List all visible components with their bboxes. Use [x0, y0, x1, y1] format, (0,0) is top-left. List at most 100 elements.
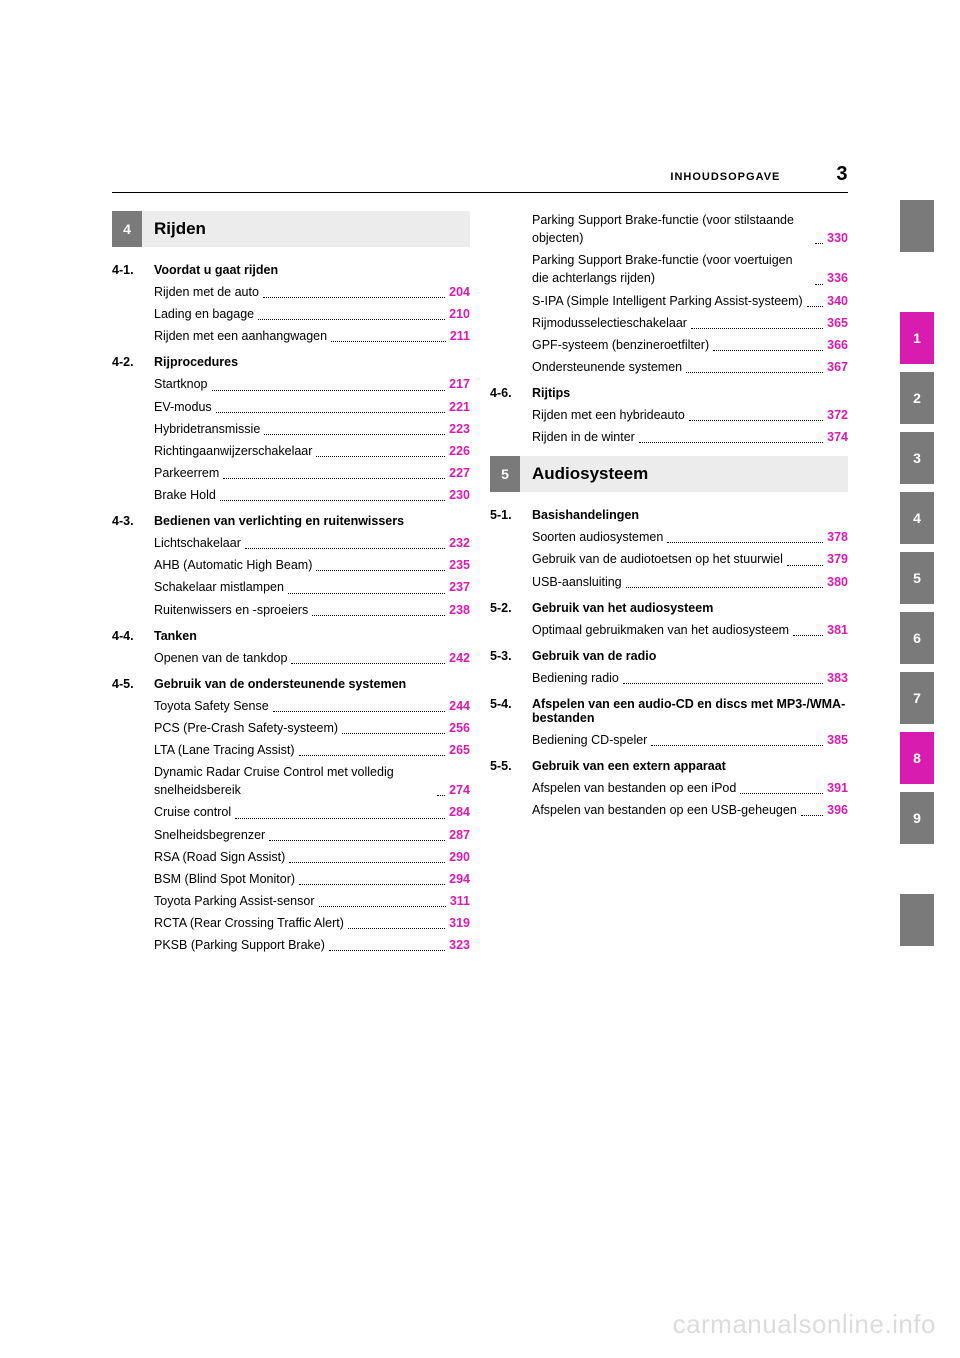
section-5-4: 5-4.Afspelen van een audio-CD en discs m…	[490, 697, 848, 749]
section-title: Rijtips	[532, 386, 848, 400]
toc-entry[interactable]: LTA (Lane Tracing Assist)265	[154, 741, 470, 759]
side-tab-3[interactable]: 3	[900, 432, 934, 484]
section-5-1: 5-1.Basishandelingen Soorten audiosystem…	[490, 508, 848, 590]
section-num: 5-3.	[490, 649, 532, 663]
toc-entry[interactable]: Afspelen van bestanden op een USB-geheug…	[532, 801, 848, 819]
toc-entry[interactable]: Ondersteunende systemen367	[532, 358, 848, 376]
side-tab-1[interactable]: 1	[900, 312, 934, 364]
toc-entry[interactable]: PCS (Pre-Crash Safety-systeem)256	[154, 719, 470, 737]
column-left: 4 Rijden 4-1.Voordat u gaat rijden Rijde…	[112, 211, 470, 964]
section-4-1: 4-1.Voordat u gaat rijden Rijden met de …	[112, 263, 470, 345]
chapter-5-bar: 5 Audiosysteem	[490, 456, 848, 492]
page-number: 3	[836, 163, 848, 186]
toc-entry[interactable]: PKSB (Parking Support Brake)323	[154, 936, 470, 954]
toc-entry[interactable]: Toyota Parking Assist-sensor311	[154, 892, 470, 910]
toc-entry[interactable]: Rijden met de auto204	[154, 283, 470, 301]
columns: 4 Rijden 4-1.Voordat u gaat rijden Rijde…	[112, 211, 848, 964]
toc-entry[interactable]: Bediening radio383	[532, 669, 848, 687]
section-num: 4-6.	[490, 386, 532, 400]
toc-entry[interactable]: Parkeerrem227	[154, 464, 470, 482]
column-right: Parking Support Brake-functie (voor stil…	[490, 211, 848, 964]
chapter-5-title: Audiosysteem	[520, 456, 848, 492]
page-header: INHOUDSOPGAVE 3	[112, 163, 848, 186]
toc-entry[interactable]: GPF-systeem (benzineroetfilter)366	[532, 336, 848, 354]
chapter-4-title: Rijden	[142, 211, 470, 247]
section-title: Bedienen van verlichting en ruitenwisser…	[154, 514, 470, 528]
section-num: 4-5.	[112, 677, 154, 691]
section-title: Gebruik van de ondersteunende systemen	[154, 677, 470, 691]
side-tab-blank-bottom[interactable]	[900, 894, 934, 946]
section-title: Voordat u gaat rijden	[154, 263, 470, 277]
toc-entry[interactable]: Lading en bagage210	[154, 305, 470, 323]
toc-entry[interactable]: Rijden met een hybrideauto372	[532, 406, 848, 424]
page-content: INHOUDSOPGAVE 3 4 Rijden 4-1.Voordat u g…	[112, 163, 848, 964]
toc-entry[interactable]: Snelheidsbegrenzer287	[154, 826, 470, 844]
section-5-5: 5-5.Gebruik van een extern apparaat Afsp…	[490, 759, 848, 819]
toc-entry[interactable]: Schakelaar mistlampen237	[154, 578, 470, 596]
side-tabs: 1 2 3 4 5 6 7 8 9	[900, 200, 934, 954]
side-tab-spacer	[900, 260, 934, 312]
side-tab-5[interactable]: 5	[900, 552, 934, 604]
toc-entry[interactable]: Lichtschakelaar232	[154, 534, 470, 552]
side-tab-8[interactable]: 8	[900, 732, 934, 784]
section-num: 5-1.	[490, 508, 532, 522]
section-num: 5-5.	[490, 759, 532, 773]
toc-entry[interactable]: Cruise control284	[154, 803, 470, 821]
section-title: Tanken	[154, 629, 470, 643]
header-title: INHOUDSOPGAVE	[670, 171, 780, 183]
section-num: 4-1.	[112, 263, 154, 277]
header-rule	[112, 192, 848, 193]
toc-entry[interactable]: Rijden met een aanhangwagen211	[154, 327, 470, 345]
section-num: 5-4.	[490, 697, 532, 725]
toc-entry[interactable]: Openen van de tankdop242	[154, 649, 470, 667]
toc-entry[interactable]: Ruitenwissers en -sproeiers238	[154, 601, 470, 619]
side-tab-7[interactable]: 7	[900, 672, 934, 724]
section-num: 5-2.	[490, 601, 532, 615]
toc-entry[interactable]: Startknop217	[154, 375, 470, 393]
watermark: carmanualsonline.info	[673, 1309, 936, 1340]
section-5-3: 5-3.Gebruik van de radio Bediening radio…	[490, 649, 848, 687]
toc-entry[interactable]: Gebruik van de audiotoetsen op het stuur…	[532, 550, 848, 568]
section-title: Gebruik van de radio	[532, 649, 848, 663]
section-num: 4-2.	[112, 355, 154, 369]
section-num: 4-3.	[112, 514, 154, 528]
toc-entry[interactable]: Richtingaanwijzerschakelaar226	[154, 442, 470, 460]
chapter-4-number: 4	[112, 211, 142, 247]
toc-entry[interactable]: S-IPA (Simple Intelligent Parking Assist…	[532, 292, 848, 310]
section-4-2: 4-2.Rijprocedures Startknop217 EV-modus2…	[112, 355, 470, 504]
toc-entry[interactable]: USB-aansluiting380	[532, 573, 848, 591]
toc-entry[interactable]: Dynamic Radar Cruise Control met volledi…	[154, 763, 470, 799]
chapter-5-number: 5	[490, 456, 520, 492]
toc-entry[interactable]: Parking Support Brake-functie (voor stil…	[532, 211, 848, 247]
toc-entry[interactable]: BSM (Blind Spot Monitor)294	[154, 870, 470, 888]
toc-entry[interactable]: Rijmodusselectieschakelaar365	[532, 314, 848, 332]
toc-entry[interactable]: EV-modus221	[154, 398, 470, 416]
toc-entry[interactable]: Bediening CD-speler385	[532, 731, 848, 749]
side-tab-9[interactable]: 9	[900, 792, 934, 844]
side-tab-spacer	[900, 852, 934, 894]
side-tab-6[interactable]: 6	[900, 612, 934, 664]
side-tab-4[interactable]: 4	[900, 492, 934, 544]
toc-entry[interactable]: Optimaal gebruikmaken van het audiosyste…	[532, 621, 848, 639]
side-tab-blank-top[interactable]	[900, 200, 934, 252]
toc-entry[interactable]: Brake Hold230	[154, 486, 470, 504]
toc-entry[interactable]: Hybridetransmissie223	[154, 420, 470, 438]
section-4-6: 4-6.Rijtips Rijden met een hybrideauto37…	[490, 386, 848, 446]
section-title: Rijprocedures	[154, 355, 470, 369]
section-4-5: 4-5.Gebruik van de ondersteunende system…	[112, 677, 470, 955]
toc-entry[interactable]: Rijden in de winter374	[532, 428, 848, 446]
side-tab-2[interactable]: 2	[900, 372, 934, 424]
toc-entry[interactable]: RCTA (Rear Crossing Traffic Alert)319	[154, 914, 470, 932]
toc-entry[interactable]: AHB (Automatic High Beam)235	[154, 556, 470, 574]
toc-entry[interactable]: Afspelen van bestanden op een iPod391	[532, 779, 848, 797]
section-4-3: 4-3.Bedienen van verlichting en ruitenwi…	[112, 514, 470, 619]
chapter-4-bar: 4 Rijden	[112, 211, 470, 247]
section-title: Basishandelingen	[532, 508, 848, 522]
toc-entry[interactable]: Parking Support Brake-functie (voor voer…	[532, 251, 848, 287]
section-title: Afspelen van een audio-CD en discs met M…	[532, 697, 848, 725]
toc-entry[interactable]: RSA (Road Sign Assist)290	[154, 848, 470, 866]
section-title: Gebruik van een extern apparaat	[532, 759, 848, 773]
section-4-5-cont: Parking Support Brake-functie (voor stil…	[490, 211, 848, 376]
toc-entry[interactable]: Toyota Safety Sense244	[154, 697, 470, 715]
toc-entry[interactable]: Soorten audiosystemen378	[532, 528, 848, 546]
